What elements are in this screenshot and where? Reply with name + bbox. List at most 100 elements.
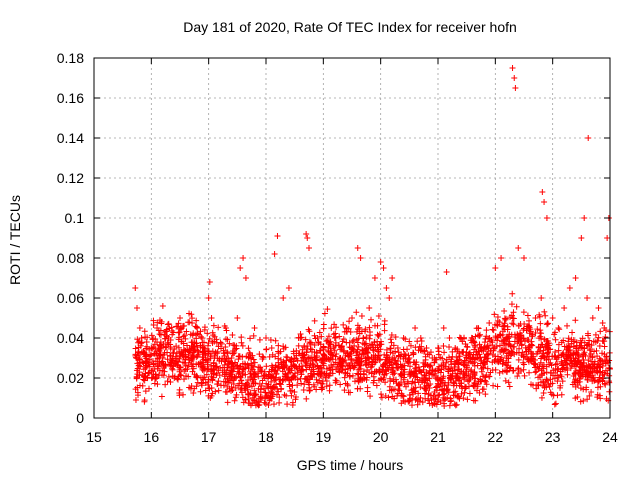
data-point [285, 285, 292, 291]
density-point [226, 340, 233, 347]
density-point [597, 395, 604, 402]
data-point [595, 305, 602, 311]
density-point [481, 361, 488, 368]
density-point [489, 326, 496, 333]
density-point [228, 368, 235, 375]
density-point [133, 367, 140, 374]
density-point [194, 344, 201, 351]
density-point [318, 380, 325, 387]
density-point [175, 329, 182, 336]
density-point [527, 328, 534, 335]
x-tick-label: 23 [545, 429, 561, 445]
density-point [594, 364, 601, 371]
density-point [580, 397, 587, 404]
density-point [506, 383, 513, 390]
density-point [143, 351, 150, 358]
density-point [459, 338, 466, 345]
density-point [240, 399, 247, 406]
data-point [357, 255, 364, 261]
density-point [330, 343, 337, 350]
density-point [282, 370, 289, 377]
density-point [239, 360, 246, 367]
density-point [403, 383, 410, 390]
data-point [268, 345, 275, 351]
density-point [169, 331, 176, 338]
data-point [194, 325, 201, 331]
density-point [585, 332, 592, 339]
density-point [326, 382, 333, 389]
density-point [431, 388, 438, 395]
density-point [238, 334, 245, 341]
density-point [368, 316, 375, 323]
density-point [337, 381, 344, 388]
density-point [505, 350, 512, 357]
data-point [199, 375, 206, 381]
density-point [588, 358, 595, 365]
density-point [298, 367, 305, 374]
density-point [391, 354, 398, 361]
density-point [209, 376, 216, 383]
density-point [316, 329, 323, 336]
density-point [351, 378, 358, 385]
density-point [560, 364, 567, 371]
data-point [280, 295, 287, 301]
density-point [481, 377, 488, 384]
data-point [257, 365, 264, 371]
density-point [307, 346, 314, 353]
density-point [229, 360, 236, 367]
density-point [226, 372, 233, 379]
density-point [313, 386, 320, 393]
density-point [146, 369, 153, 376]
density-point [582, 373, 589, 380]
density-point [263, 346, 270, 353]
density-point [526, 369, 533, 376]
density-point [263, 380, 270, 387]
data-point [386, 295, 393, 301]
density-point [354, 348, 361, 355]
density-point [313, 376, 320, 383]
density-point [577, 385, 584, 392]
density-point [452, 402, 459, 409]
density-point [272, 337, 279, 344]
density-point [549, 353, 556, 360]
density-point [258, 394, 265, 401]
density-point [461, 383, 468, 390]
data-point [526, 345, 533, 351]
density-point [219, 369, 226, 376]
density-point [502, 377, 509, 384]
density-point [468, 366, 475, 373]
density-point [520, 366, 527, 373]
density-point [407, 370, 414, 377]
density-point [490, 345, 497, 352]
density-point [288, 367, 295, 374]
data-point [572, 275, 579, 281]
density-point [396, 381, 403, 388]
density-point [594, 384, 601, 391]
density-point [573, 342, 580, 349]
density-point [408, 402, 415, 409]
density-point [277, 356, 284, 363]
density-point [205, 381, 212, 388]
density-point [247, 402, 254, 409]
density-point [355, 343, 362, 350]
density-point [289, 399, 296, 406]
density-point [262, 400, 269, 407]
x-tick-label: 18 [258, 429, 274, 445]
density-point [258, 382, 265, 389]
density-point [306, 328, 313, 335]
density-point [338, 344, 345, 351]
density-point [346, 344, 353, 351]
density-point [452, 388, 459, 395]
density-point [575, 347, 582, 354]
density-point [541, 353, 548, 360]
density-point [297, 375, 304, 382]
density-point [501, 326, 508, 333]
density-point [177, 326, 184, 333]
density-point [339, 363, 346, 370]
density-point [606, 388, 613, 395]
density-point [333, 351, 340, 358]
density-point [154, 381, 161, 388]
density-point [490, 327, 497, 334]
density-point [509, 320, 516, 327]
density-point [381, 321, 388, 328]
